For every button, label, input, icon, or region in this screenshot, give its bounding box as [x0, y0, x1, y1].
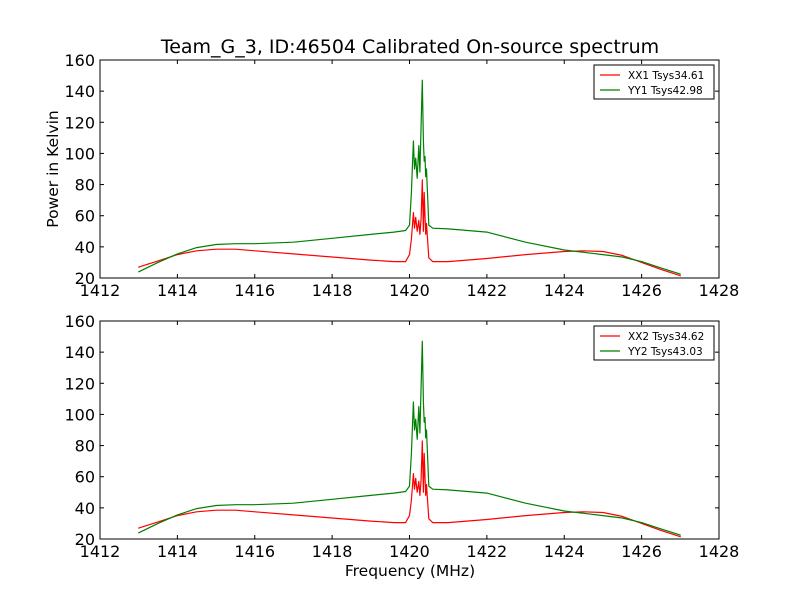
x-tick-label: 1428 — [699, 542, 740, 561]
x-tick-label: 1422 — [467, 542, 508, 561]
y-tick-label: 80 — [75, 176, 95, 195]
y-tick-label: 20 — [75, 530, 95, 549]
series-line-1 — [138, 179, 681, 277]
y-tick-label: 60 — [75, 207, 95, 226]
x-tick-label: 1426 — [621, 281, 662, 300]
x-tick-label: 1414 — [157, 281, 198, 300]
y-tick-label: 160 — [64, 312, 95, 331]
y-tick-label: 40 — [75, 499, 95, 518]
y-tick-label: 100 — [64, 144, 95, 163]
y-tick-label: 100 — [64, 405, 95, 424]
y-tick-label: 40 — [75, 238, 95, 257]
x-tick-label: 1426 — [621, 542, 662, 561]
y-tick-label: 80 — [75, 437, 95, 456]
x-tick-label: 1416 — [234, 542, 275, 561]
x-tick-label: 1418 — [312, 542, 353, 561]
x-tick-label: 1416 — [234, 281, 275, 300]
x-tick-label: 1420 — [389, 281, 430, 300]
series-line-2 — [138, 79, 681, 275]
legend: XX1 Tsys34.61 YY1 Tsys42.98 — [593, 64, 715, 100]
x-tick-label: 1418 — [312, 281, 353, 300]
y-tick-label: 140 — [64, 343, 95, 362]
bottom-panel: Frequency (MHz) 1412 1414 1416 1418 1420 1422… — [64, 312, 739, 580]
series-line-2 — [138, 340, 681, 536]
chart-title: Team_G_3, ID:46504 Calibrated On-source … — [160, 36, 659, 58]
x-tick-label: 1428 — [699, 281, 740, 300]
legend-label-2: YY1 Tsys42.98 — [627, 85, 703, 97]
legend-box — [593, 64, 715, 100]
x-tick-label: 1412 — [80, 281, 121, 300]
legend-label-2: YY2 Tsys43.03 — [627, 346, 703, 358]
x-tick-label: 1412 — [80, 542, 121, 561]
legend-label-1: XX1 Tsys34.61 — [628, 70, 704, 82]
x-tick-label: 1424 — [544, 281, 585, 300]
legend-box — [593, 325, 715, 361]
x-tick-label: 1422 — [467, 281, 508, 300]
legend-label-1: XX2 Tsys34.62 — [628, 331, 704, 343]
y-tick-label: 160 — [64, 51, 95, 70]
x-tick-label: 1420 — [389, 542, 430, 561]
y-axis-label: Power in Kelvin — [44, 110, 62, 227]
y-tick-label: 60 — [75, 468, 95, 487]
x-tick-label: 1424 — [544, 542, 585, 561]
legend: XX2 Tsys34.62 YY2 Tsys43.03 — [593, 325, 715, 361]
y-tick-label: 120 — [64, 374, 95, 393]
y-tick-label: 140 — [64, 82, 95, 101]
top-panel: Team_G_3, ID:46504 Calibrated On-source … — [44, 36, 739, 300]
y-tick-label: 120 — [64, 113, 95, 132]
series-line-1 — [138, 440, 681, 538]
y-tick-label: 20 — [75, 269, 95, 288]
x-tick-label: 1414 — [157, 542, 198, 561]
x-axis-label: Frequency (MHz) — [345, 562, 475, 580]
